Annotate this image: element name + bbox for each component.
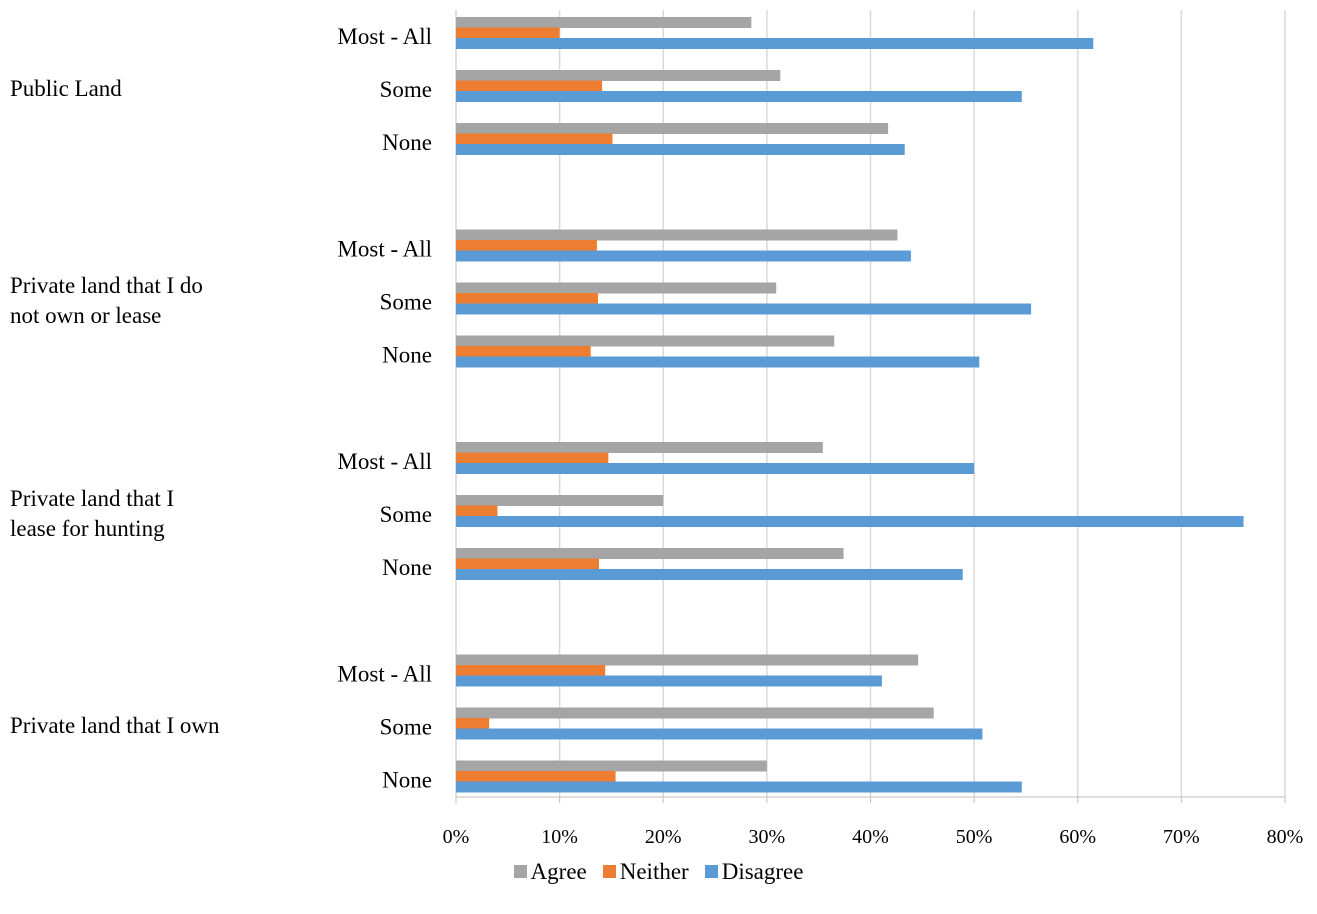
category-label: Most - All	[337, 237, 432, 262]
bar-agree	[456, 495, 664, 506]
bar-disagree	[456, 250, 911, 262]
legend-item-neither: Neither	[602, 858, 689, 885]
bar-agree	[456, 760, 767, 772]
bar-disagree	[456, 675, 882, 687]
legend-label: Disagree	[721, 858, 804, 884]
bar-neither	[456, 718, 490, 729]
bar-agree	[456, 229, 898, 241]
group-label: Public Land	[10, 75, 122, 101]
x-tick-label: 80%	[1267, 826, 1304, 848]
bar-agree	[456, 548, 844, 559]
bar-neither	[456, 665, 606, 676]
bar-neither	[456, 346, 591, 357]
category-label: Most - All	[337, 24, 432, 49]
category-label: Some	[380, 715, 432, 740]
group-label: Private land that I do not own or lease	[10, 273, 203, 328]
legend-swatch	[704, 865, 718, 878]
bar-neither	[456, 505, 498, 517]
bar-agree	[456, 282, 777, 294]
group-label: Private land that I lease for hunting	[10, 485, 175, 541]
legend-swatch	[513, 865, 527, 878]
group-label: Private land that I own	[10, 713, 220, 738]
bar-disagree	[456, 781, 1022, 793]
category-label: Some	[380, 502, 432, 527]
bar-disagree	[456, 569, 963, 580]
bar-disagree	[456, 516, 1244, 527]
category-label: None	[382, 343, 432, 368]
bar-neither	[456, 293, 598, 304]
category-label: None	[382, 768, 432, 793]
x-tick-label: 0%	[443, 826, 470, 848]
bar-disagree	[456, 728, 983, 740]
bar-agree	[456, 654, 919, 666]
category-label: Some	[380, 290, 432, 315]
bar-agree	[456, 707, 934, 719]
legend-label: Agree	[530, 858, 587, 884]
category-label: Most - All	[337, 449, 432, 474]
category-label: Most - All	[337, 662, 432, 687]
legend-swatch	[602, 865, 616, 878]
bar-neither	[456, 452, 609, 464]
category-label: Some	[380, 77, 432, 102]
bar-neither	[456, 240, 597, 251]
x-tick-label: 20%	[645, 826, 682, 848]
category-label: None	[382, 130, 432, 155]
bar-agree	[456, 442, 823, 453]
bar-neither	[456, 133, 613, 145]
legend-item-disagree: Disagree	[704, 858, 804, 885]
legend: Agree Neither Disagree	[0, 858, 1317, 885]
bar-agree	[456, 123, 889, 134]
bar-disagree	[456, 144, 905, 155]
bar-disagree	[456, 91, 1022, 102]
x-tick-label: 10%	[541, 826, 578, 848]
legend-label: Neither	[619, 858, 689, 884]
bar-agree	[456, 17, 752, 28]
x-tick-label: 30%	[749, 826, 786, 848]
bar-disagree	[456, 38, 1094, 49]
bar-disagree	[456, 463, 975, 474]
bar-neither	[456, 27, 560, 39]
x-tick-label: 70%	[1163, 826, 1200, 848]
x-tick-label: 50%	[956, 826, 993, 848]
x-tick-label: 40%	[852, 826, 889, 848]
bar-disagree	[456, 356, 980, 368]
category-label: None	[382, 555, 432, 580]
legend-item-agree: Agree	[513, 858, 587, 885]
bar-agree	[456, 335, 835, 347]
bar-neither	[456, 558, 600, 570]
x-tick-label: 60%	[1059, 826, 1096, 848]
bar-neither	[456, 771, 616, 782]
bar-agree	[456, 70, 781, 81]
bar-neither	[456, 80, 603, 92]
bar-disagree	[456, 303, 1032, 315]
